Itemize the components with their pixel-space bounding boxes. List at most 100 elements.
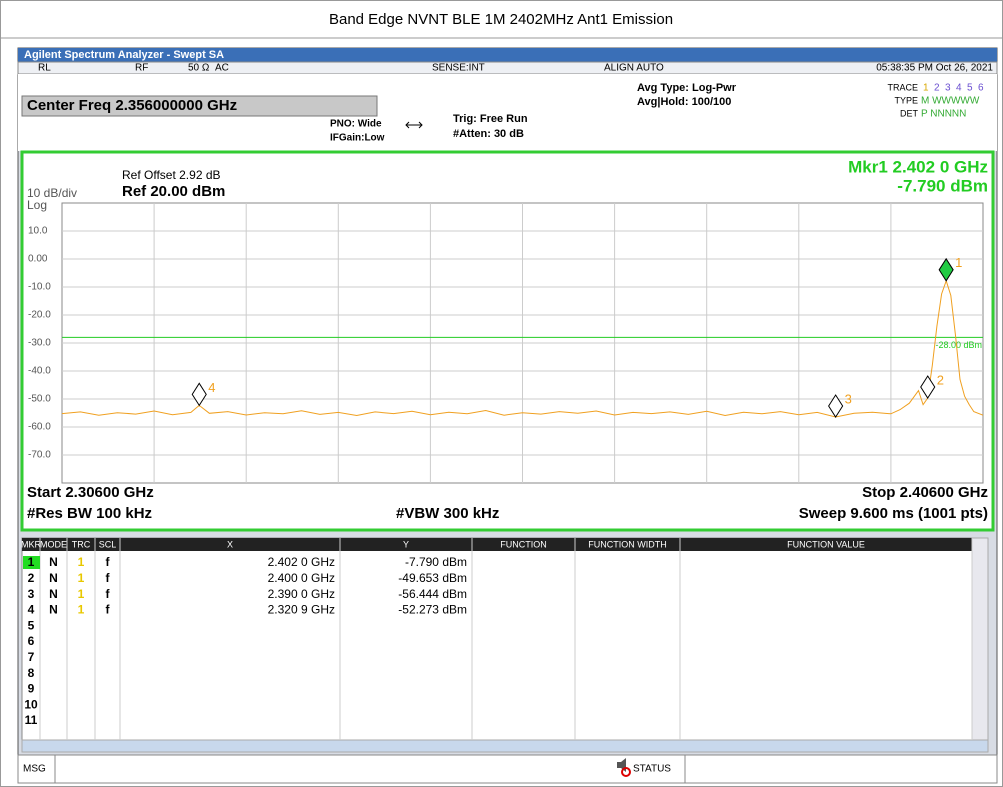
trace-number: 3	[945, 83, 951, 94]
stop: Stop 2.40600 GHz	[862, 484, 988, 501]
type-values: M WWWWW	[921, 96, 980, 107]
table-cell: f	[106, 555, 111, 569]
marker	[920, 375, 936, 399]
y-tick-label: -70.0	[28, 450, 51, 461]
table-cell: 2	[28, 571, 35, 585]
table-cell: 2.400 0 GHz	[268, 571, 335, 585]
row-number: 6	[28, 634, 35, 648]
ref-offset: Ref Offset 2.92 dB	[122, 168, 221, 182]
table-cell: -56.444 dBm	[398, 587, 467, 601]
h-scrollbar[interactable]	[21, 739, 989, 753]
column-header: SCL	[99, 539, 117, 549]
graph-area	[20, 150, 995, 532]
trace-label: TRACE	[887, 82, 918, 92]
table-cell: 1	[78, 587, 85, 601]
marker-readout-x: Mkr1 2.402 0 GHz	[848, 157, 988, 176]
table-cell: -49.653 dBm	[398, 571, 467, 585]
trig: Trig: Free Run	[453, 113, 528, 125]
msg: MSG	[23, 764, 46, 775]
column-header: MODE	[40, 539, 67, 549]
rbw: #Res BW 100 kHz	[27, 505, 152, 522]
row-number: 10	[24, 697, 38, 711]
det-label: DET	[900, 108, 919, 118]
marker-label: 2	[937, 372, 944, 387]
row-number: 5	[28, 618, 35, 632]
row-number: 8	[28, 666, 35, 680]
det-values: P NNNNN	[921, 109, 966, 120]
trigger-arrow	[405, 121, 423, 129]
center-freq-box	[21, 95, 378, 117]
coupling: AC	[215, 63, 229, 74]
row-number: 7	[28, 650, 35, 664]
trace-number: 2	[934, 83, 940, 94]
y-tick-label: -30.0	[28, 338, 51, 349]
window-title: Agilent Spectrum Analyzer - Swept SA	[24, 49, 224, 61]
window-titlebar	[18, 48, 997, 62]
column-header: FUNCTION VALUE	[787, 539, 865, 549]
marker-label: 4	[208, 380, 215, 395]
trace-number: 1	[923, 83, 929, 94]
message-bar	[17, 754, 998, 784]
column-header: X	[227, 539, 233, 549]
marker	[938, 257, 954, 282]
y-tick-label: -40.0	[28, 366, 51, 377]
marker-label: 3	[845, 391, 852, 406]
trace-number: 4	[956, 83, 962, 94]
row-number: 11	[25, 713, 38, 727]
marker	[191, 382, 207, 407]
marker-label: 1	[955, 255, 962, 270]
sense: SENSE:INT	[432, 63, 485, 74]
table-cell: N	[49, 571, 58, 585]
table-cell: 3	[28, 587, 35, 601]
table-header	[22, 538, 972, 551]
avg-hold: Avg|Hold: 100/100	[637, 96, 731, 108]
column-header: Y	[403, 539, 409, 549]
start: Start 2.30600 GHz	[27, 484, 154, 501]
table-cell: 1	[78, 555, 85, 569]
type-label: TYPE	[894, 95, 918, 105]
y-tick-label: 10.0	[28, 226, 48, 237]
impedance: 50 Ω	[188, 63, 210, 74]
y-tick-label: -50.0	[28, 394, 51, 405]
table-cell: f	[106, 571, 111, 585]
v-scrollbar[interactable]	[971, 537, 989, 741]
display-line-label: -28.00 dBm	[935, 340, 982, 350]
table-cell: f	[106, 603, 111, 617]
status-bar	[17, 61, 998, 75]
pno: PNO: Wide	[330, 119, 382, 130]
table-cell: N	[49, 587, 58, 601]
table-cell: -52.273 dBm	[398, 603, 467, 617]
scale: 10 dB/div	[27, 186, 77, 200]
vbw: #VBW 300 kHz	[396, 505, 499, 522]
marker	[828, 394, 844, 418]
y-tick-label: -60.0	[28, 422, 51, 433]
column-header: MKR	[21, 539, 42, 549]
status: STATUS	[633, 764, 671, 775]
row-number: 9	[28, 682, 35, 696]
trace-number: 6	[978, 83, 984, 94]
align: ALIGN AUTO	[604, 63, 664, 74]
table-cell: N	[49, 603, 58, 617]
sweep: Sweep 9.600 ms (1001 pts)	[799, 505, 988, 522]
marker-table	[21, 537, 973, 741]
atten: #Atten: 30 dB	[453, 128, 524, 140]
scale-type: Log	[27, 198, 47, 212]
ref-level: Ref 20.00 dBm	[122, 183, 225, 200]
table-cell: 1	[78, 571, 85, 585]
column-header: FUNCTION	[500, 539, 547, 549]
table-cell: -7.790 dBm	[405, 555, 467, 569]
y-tick-label: 0.00	[28, 254, 48, 265]
table-cell: 2.390 0 GHz	[268, 587, 335, 601]
table-cell: 1	[28, 555, 35, 569]
table-cell: 4	[28, 603, 35, 617]
datetime: 05:38:35 PM Oct 26, 2021	[876, 63, 993, 74]
rf: RF	[135, 63, 148, 74]
y-tick-label: -10.0	[28, 282, 51, 293]
marker-readout-y: -7.790 dBm	[897, 176, 988, 195]
center-freq: Center Freq 2.356000000 GHz	[27, 97, 237, 114]
rl: RL	[38, 63, 51, 74]
avg-type: Avg Type: Log-Pwr	[637, 82, 737, 94]
table-cell: 2.320 9 GHz	[268, 603, 335, 617]
trace	[61, 279, 984, 418]
status-icon	[621, 767, 631, 777]
